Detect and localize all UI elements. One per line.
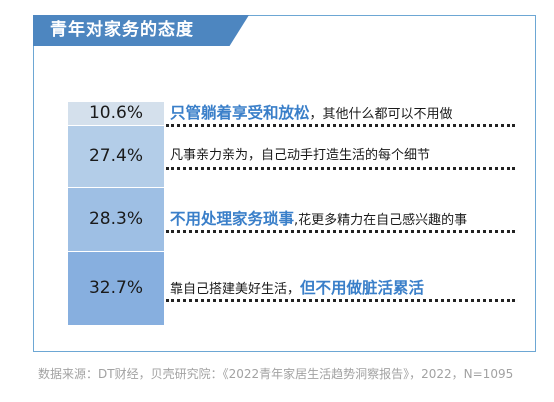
bar-value-label: 32.7%	[88, 278, 143, 298]
category-highlight-text: 但不用做脏活累活	[300, 279, 425, 297]
category-highlight-text: 只管躺着享受和放松	[170, 104, 310, 122]
dotted-leader-line	[166, 230, 515, 233]
category-label: 只管躺着享受和放松，其他什么都可以不用做	[170, 101, 453, 123]
category-highlight-text: 不用处理家务琐事	[170, 210, 295, 228]
category-text: ,花更多精力在自己感兴趣的事	[294, 213, 468, 228]
title-banner	[33, 15, 249, 46]
category-text: 靠自己搭建美好生活，	[170, 282, 301, 297]
bar-segment	[68, 252, 164, 326]
bar-value-label: 10.6%	[88, 103, 143, 123]
dotted-leader-line	[166, 299, 515, 302]
category-text: 凡事亲力亲为，自己动手打造生活的每个细节	[170, 148, 431, 163]
chart-title: 青年对家务的态度	[50, 20, 194, 40]
bar-segment	[68, 102, 164, 126]
bar-value-label: 27.4%	[88, 146, 143, 166]
bar-segment	[68, 126, 164, 188]
category-text: ，其他什么都可以不用做	[309, 107, 453, 122]
category-label: 靠自己搭建美好生活，但不用做脏活累活	[170, 276, 424, 298]
dotted-leader-line	[166, 167, 515, 170]
category-label: 凡事亲力亲为，自己动手打造生活的每个细节	[170, 144, 430, 163]
bar-segment	[68, 188, 164, 252]
bar-value-label: 28.3%	[88, 209, 143, 229]
category-label: 不用处理家务琐事,花更多精力在自己感兴趣的事	[170, 207, 467, 229]
dotted-leader-line	[166, 124, 515, 127]
source-note: 数据来源：DT财经，贝壳研究院：《2022青年家居生活趋势洞察报告》，2022，…	[38, 367, 514, 381]
